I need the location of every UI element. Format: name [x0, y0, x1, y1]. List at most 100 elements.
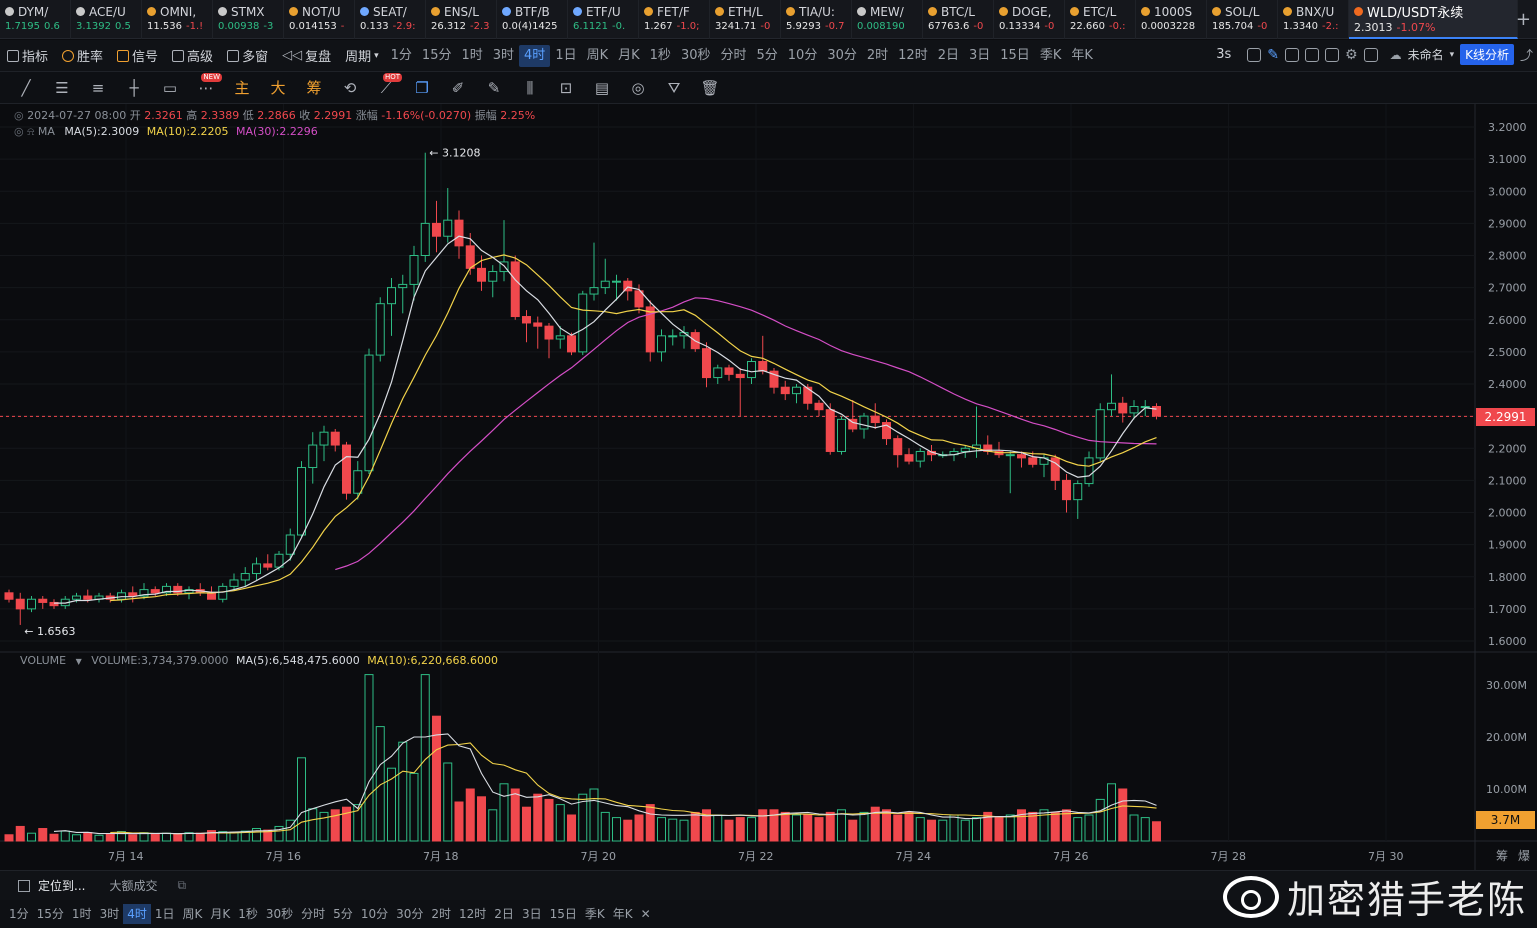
gear-icon[interactable]: ⚙ [1345, 46, 1358, 63]
bottom-period-option[interactable]: 1时 [71, 907, 92, 921]
chip-tool[interactable]: 筹 [306, 79, 322, 97]
period-option[interactable]: 30秒 [680, 47, 711, 63]
big-trades-button[interactable]: 大额成交 [109, 879, 158, 893]
horizontal-lines-icon[interactable]: ≡ [91, 78, 105, 97]
indicator-button[interactable]: 指标 [0, 44, 55, 68]
copy-icon[interactable]: ❐ [415, 78, 429, 97]
period-option[interactable]: 15日 [1000, 47, 1030, 63]
ticker-item[interactable]: 1000S 0.0003228 [1136, 0, 1207, 39]
period-option[interactable]: 5分 [756, 47, 778, 63]
kline-analysis-button[interactable]: K线分析 [1460, 44, 1514, 65]
multi-window-button[interactable]: 多窗 [220, 44, 275, 68]
measure-icon[interactable]: ⫼ [526, 78, 534, 97]
ticker-item[interactable]: OMNI, 11.536 -1.! [142, 0, 213, 39]
main-force-tool[interactable]: 主 [234, 79, 250, 97]
ticker-item[interactable]: BTC/L 67763.6 -0 [923, 0, 994, 39]
ticker-item[interactable]: MEW/ 0.008190 [852, 0, 923, 39]
share-icon[interactable]: ⤴ [1519, 49, 1533, 64]
bottom-period-option[interactable]: 周K [182, 907, 203, 921]
bottom-period-option[interactable]: 2日 [494, 907, 514, 921]
ticker-item[interactable]: ETC/L 22.660 -0.: [1065, 0, 1136, 39]
locate-button[interactable]: 定位到... [18, 877, 85, 894]
bottom-period-option[interactable]: 季K [584, 907, 605, 921]
bottom-period-option[interactable]: 5分 [333, 907, 353, 921]
bottom-period-option[interactable]: 30秒 [265, 907, 294, 921]
period-option[interactable]: 季K [1039, 47, 1062, 63]
period-option[interactable]: 4时 [519, 44, 551, 67]
bottom-period-option[interactable]: 4时 [123, 904, 151, 924]
bottom-period-option[interactable]: 30分 [396, 907, 424, 921]
bottom-period-option[interactable]: 12时 [459, 907, 487, 921]
eye-icon[interactable]: ◎ [14, 125, 24, 138]
rectangle-icon[interactable]: ▭ [162, 78, 178, 97]
refresh-interval[interactable]: 3s [1216, 47, 1232, 62]
period-option[interactable]: 1时 [461, 47, 483, 63]
period-option[interactable]: 1秒 [649, 47, 671, 63]
pencil-icon[interactable]: ✐ [451, 78, 465, 97]
external-icon[interactable]: ⧉ [177, 878, 187, 892]
bottom-period-option[interactable]: 15分 [36, 907, 64, 921]
layout-name-dropdown[interactable]: 未命名 [1407, 48, 1444, 62]
winrate-button[interactable]: 胜率 [55, 44, 110, 68]
chart-canvas[interactable]: 1.6000 1.7000 1.8000 1.9000 2.0000 2.1000 2.20… [0, 104, 1537, 870]
horizontal-ray-icon[interactable]: ┼ [129, 78, 139, 97]
big-order-tool[interactable]: 大 [270, 79, 286, 97]
period-option[interactable]: 3日 [968, 47, 991, 63]
bottom-period-option[interactable]: 10分 [360, 907, 389, 921]
bottom-period-option[interactable]: 年K [612, 907, 633, 921]
fullscreen-icon[interactable] [1363, 47, 1378, 62]
period-option[interactable]: 1分 [390, 47, 412, 63]
period-option[interactable]: 15分 [421, 47, 452, 63]
bottom-period-option[interactable]: 1秒 [238, 907, 258, 921]
ticker-item[interactable]: BTF/B 0.0(4)1425 [497, 0, 568, 39]
layout-icon[interactable] [1325, 47, 1339, 62]
ticker-item[interactable]: ACE/U 3.1392 0.5 [71, 0, 142, 39]
period-option[interactable]: 2时 [866, 47, 889, 63]
period-dropdown[interactable]: 周期 ▾ [345, 50, 379, 65]
filter-icon[interactable]: ⛛ [667, 78, 681, 97]
bottom-period-option[interactable]: 15日 [549, 907, 577, 921]
replay-button[interactable]: ◁◁ 复盘 [282, 48, 332, 65]
signal-button[interactable]: 信号 [110, 44, 165, 68]
ticker-item[interactable]: SOL/L 185.704 -0 [1207, 0, 1278, 39]
add-ticker-icon[interactable]: + [1515, 9, 1531, 30]
period-option[interactable]: 分时 [720, 47, 747, 63]
period-option[interactable]: 12时 [898, 47, 928, 63]
ticker-item[interactable]: ENS/L 26.312 -2.3 [426, 0, 497, 39]
trash-icon[interactable]: 🗑 [700, 78, 720, 97]
parallel-lines-icon[interactable]: ☰ [55, 78, 69, 97]
pen-icon[interactable]: ✎ [1267, 46, 1279, 63]
more-tools-icon[interactable]: ⋯ NEW [198, 72, 222, 97]
window-icon[interactable] [1285, 47, 1299, 62]
bottom-period-option[interactable]: 3日 [521, 907, 542, 921]
ticker-item[interactable]: NOT/U 0.014153- [284, 0, 355, 39]
ticker-item[interactable]: DYM/ 1.7195 0.6 [0, 0, 71, 39]
ticker-item[interactable]: FET/F 1.267 -1.0; [639, 0, 710, 39]
trendline-icon[interactable]: ╱ [21, 78, 31, 97]
period-option[interactable]: 2日 [937, 47, 959, 63]
period-option[interactable]: 3时 [492, 47, 515, 63]
period-option[interactable]: 月K [618, 47, 640, 63]
magnet-icon[interactable]: ◎ [631, 78, 645, 97]
bottom-period-option[interactable]: 1日 [154, 907, 175, 921]
bottom-period-option[interactable]: 3时 [99, 907, 120, 921]
bottom-period-option[interactable]: 分时 [301, 907, 326, 921]
edit-icon[interactable]: ▤ [594, 78, 610, 97]
advanced-button[interactable]: 高级 [165, 44, 220, 68]
period-option[interactable]: 30分 [827, 47, 857, 63]
bell-icon[interactable]: ⍾ [27, 125, 35, 138]
bottom-period-option[interactable]: 2时 [431, 907, 452, 921]
period-option[interactable]: 1日 [555, 47, 577, 63]
active-ticker[interactable]: WLD/USDT永续 2.3013 -1.07% [1349, 0, 1518, 39]
ticker-item[interactable]: STMX 0.00938 -3 [213, 0, 284, 39]
bottom-period-option[interactable]: 1分 [9, 907, 29, 921]
bottom-period-option[interactable]: 月K [210, 907, 231, 921]
ticker-item[interactable]: TIA/U: 5.9293 -0.7 [781, 0, 852, 39]
brush-icon[interactable]: ✎ [487, 78, 501, 97]
ticker-item[interactable]: ETF/U 6.1121 -0. [568, 0, 639, 39]
eye-icon[interactable]: ◎ [14, 109, 24, 122]
ticker-item[interactable]: DOGE, 0.13334 -0 [994, 0, 1065, 39]
period-option[interactable]: 10分 [787, 47, 818, 63]
close-icon[interactable]: ✕ [640, 907, 651, 921]
period-option[interactable]: 周K [586, 47, 609, 63]
